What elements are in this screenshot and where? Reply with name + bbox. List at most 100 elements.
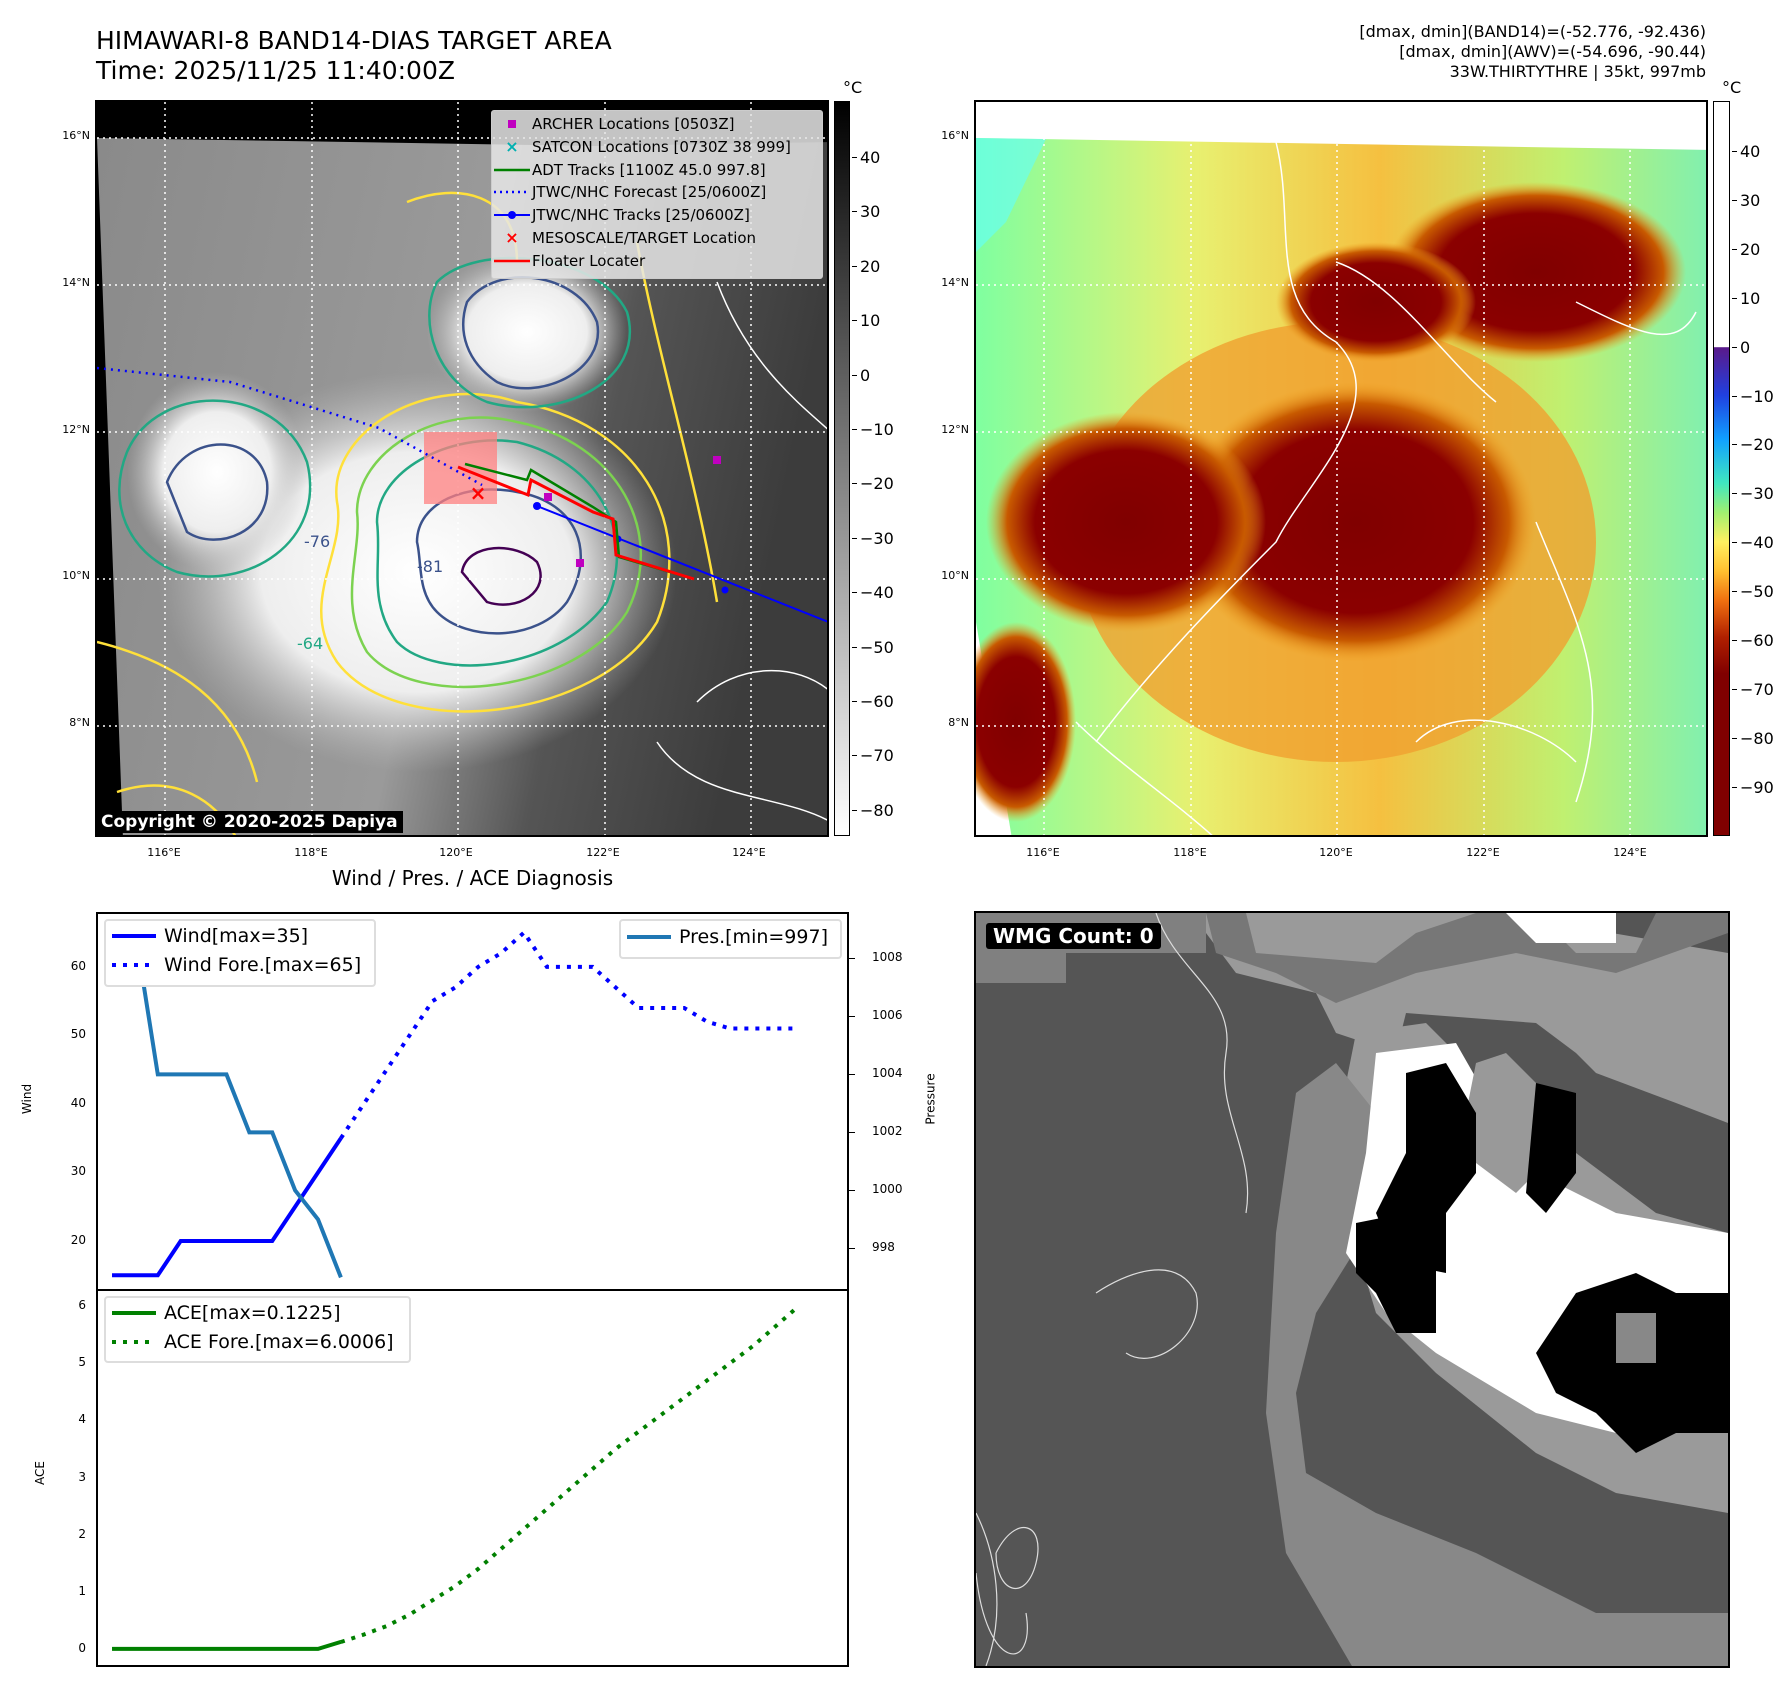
contour-label: -64	[297, 634, 323, 653]
colorbar-tick-label: 0	[851, 365, 871, 385]
lon-label: 118°E	[1173, 846, 1207, 859]
lon-label: 120°E	[1319, 846, 1353, 859]
pressure-legend: Pres.[min=997]	[619, 919, 842, 959]
x-marker-icon: ×	[492, 228, 532, 248]
lat-label: 12°N	[941, 423, 969, 436]
pressure-axis-label: Pressure	[923, 1073, 938, 1125]
contour-label: -76	[304, 532, 330, 551]
jtwc-forecast-track	[97, 366, 483, 487]
legend-item: Floater Locater	[492, 250, 645, 272]
legend-label: Wind[max=35]	[164, 925, 309, 947]
ir-grayscale-map: × -81 -64 -76 ARCHER Locations [0503Z] × S…	[95, 100, 829, 837]
y-tick-label: 1	[78, 1583, 86, 1598]
colorbar-tick-label: 40	[1731, 142, 1761, 161]
color-colorbar	[1713, 101, 1730, 836]
band14-stats: [dmax, dmin](BAND14)=(-52.776, -92.436)	[1359, 22, 1706, 41]
colorbar-tick-label: 20	[851, 256, 881, 276]
y-tick-label: 6	[78, 1298, 86, 1313]
copyright-label: Copyright © 2020-2025 Dapiya	[96, 811, 403, 833]
y-tick-label: 20	[70, 1233, 86, 1248]
jtwc-track	[536, 505, 827, 623]
y-tick-label: 0	[78, 1640, 86, 1655]
time-text: Time: 2025/11/25 11:40:00Z	[96, 56, 455, 85]
legend-label: ACE[max=0.1225]	[164, 1302, 341, 1324]
y-tick-label: 4	[78, 1412, 86, 1427]
colorbar-unit: °C	[843, 78, 863, 97]
y2-tick	[849, 1074, 855, 1076]
line-dot-icon	[492, 205, 532, 225]
dotted-line-icon	[112, 963, 156, 967]
lat-label: 10°N	[62, 569, 90, 582]
wmg-count-label: WMG Count: 0	[986, 923, 1161, 949]
colorbar-tick-label: −20	[852, 474, 894, 494]
y2-tick-label: 1006	[872, 1008, 903, 1023]
storm-info: 33W.THIRTYTHRE | 35kt, 997mb	[1449, 62, 1706, 81]
color-map-image	[976, 102, 1706, 835]
colorbar-tick-label: 10	[1731, 288, 1761, 308]
legend-item: ADT Tracks [1100Z 45.0 997.8]	[492, 159, 766, 181]
lon-label: 122°E	[1466, 846, 1500, 859]
awv-stats: [dmax, dmin](AWV)=(-54.696, -90.44)	[1399, 42, 1706, 61]
lat-label: 8°N	[69, 716, 90, 729]
square-marker-icon	[492, 114, 532, 134]
colorbar-tick-label: −50	[1732, 582, 1774, 602]
legend-label: ACE Fore.[max=6.0006]	[164, 1331, 394, 1353]
diagnosis-title: Wind / Pres. / ACE Diagnosis	[331, 866, 614, 890]
legend-item: × SATCON Locations [0730Z 38 999]	[492, 136, 791, 158]
grayscale-colorbar	[834, 101, 850, 836]
colorbar-tick-label: 30	[1731, 190, 1761, 210]
legend-label: SATCON Locations [0730Z 38 999]	[532, 137, 791, 156]
y-tick-label: 5	[78, 1355, 86, 1370]
y2-tick-label: 1002	[872, 1124, 903, 1139]
colorbar-tick-label: −60	[852, 692, 894, 711]
legend-item: × MESOSCALE/TARGET Location	[492, 227, 756, 249]
y-tick-label: 30	[70, 1164, 86, 1179]
colorbar-tick-label: −30	[1732, 484, 1774, 504]
solid-line-icon	[492, 160, 532, 180]
colorbar-tick-label: −10	[852, 420, 894, 439]
map-legend: ARCHER Locations [0503Z] × SATCON Location…	[491, 110, 823, 279]
lat-label: 16°N	[941, 129, 969, 142]
solid-line-icon	[112, 934, 156, 938]
lat-label: 14°N	[941, 276, 969, 289]
pres-series-line	[112, 927, 343, 1279]
colorbar-tick-label: 30	[851, 202, 881, 222]
legend-label: Floater Locater	[532, 251, 646, 270]
solid-line-icon	[112, 1311, 156, 1315]
colorbar-tick-label: −90	[1732, 777, 1774, 797]
colorbar-tick-label: −60	[1732, 631, 1774, 650]
lon-label: 116°E	[1026, 846, 1060, 859]
svg-text:×: ×	[505, 137, 518, 156]
ir-color-map	[974, 100, 1708, 837]
figure-title: HIMAWARI-8 BAND14-DIAS TARGET AREA Time:…	[96, 26, 612, 86]
lon-label: 118°E	[294, 846, 328, 859]
lon-label: 116°E	[147, 846, 181, 859]
wind-legend: Wind[max=35] Wind Fore.[max=65]	[104, 919, 376, 987]
floater-locater-line	[457, 465, 695, 581]
colorbar-tick-label: 40	[851, 148, 881, 167]
target-x-marker: ×	[470, 481, 487, 505]
colorbar-tick-label: −40	[852, 583, 894, 603]
y-tick-label: 50	[70, 1027, 86, 1042]
colorbar-tick-label: −10	[1732, 386, 1774, 406]
solid-line-icon	[627, 935, 671, 939]
ace-fore-series-line	[340, 1304, 800, 1644]
ir-map-image: × -81 -64 -76	[97, 102, 827, 835]
lon-label: 124°E	[1613, 846, 1647, 859]
y-tick-label: 60	[70, 958, 86, 973]
y-tick-label: 3	[78, 1469, 86, 1484]
legend-label: MESOSCALE/TARGET Location	[532, 229, 757, 247]
legend-label: ADT Tracks [1100Z 45.0 997.8]	[532, 160, 766, 179]
y-tick-label: 2	[78, 1526, 86, 1541]
colorbar-tick-label: −30	[852, 528, 894, 548]
legend-label: ARCHER Locations [0503Z]	[532, 115, 735, 133]
y2-tick	[849, 1016, 855, 1018]
lon-label: 124°E	[732, 846, 766, 859]
lat-label: 8°N	[948, 716, 969, 729]
wmg-panel: WMG Count: 0	[974, 911, 1730, 1668]
wind-fore-series-line	[339, 929, 799, 1140]
y2-tick	[849, 1190, 855, 1192]
legend-label: Wind Fore.[max=65]	[164, 954, 362, 976]
solid-line-icon	[492, 251, 532, 271]
y2-tick	[849, 1248, 855, 1250]
